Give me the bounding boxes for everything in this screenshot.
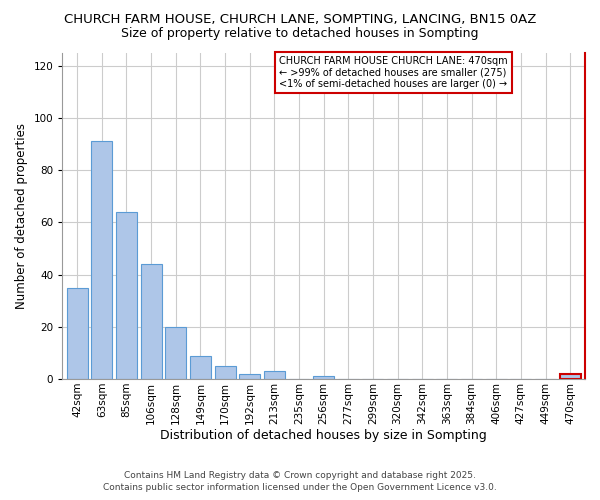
- Bar: [560, 374, 581, 379]
- Text: Size of property relative to detached houses in Sompting: Size of property relative to detached ho…: [121, 28, 479, 40]
- Bar: [190, 356, 211, 379]
- Text: CHURCH FARM HOUSE, CHURCH LANE, SOMPTING, LANCING, BN15 0AZ: CHURCH FARM HOUSE, CHURCH LANE, SOMPTING…: [64, 12, 536, 26]
- Bar: [67, 288, 88, 379]
- Bar: [140, 264, 161, 379]
- Bar: [215, 366, 236, 379]
- Y-axis label: Number of detached properties: Number of detached properties: [15, 123, 28, 309]
- Bar: [264, 371, 285, 379]
- Text: CHURCH FARM HOUSE CHURCH LANE: 470sqm
← >99% of detached houses are smaller (275: CHURCH FARM HOUSE CHURCH LANE: 470sqm ← …: [279, 56, 508, 89]
- Bar: [165, 327, 186, 379]
- Bar: [91, 142, 112, 379]
- Bar: [116, 212, 137, 379]
- Bar: [313, 376, 334, 379]
- Text: Contains HM Land Registry data © Crown copyright and database right 2025.
Contai: Contains HM Land Registry data © Crown c…: [103, 471, 497, 492]
- Bar: [239, 374, 260, 379]
- X-axis label: Distribution of detached houses by size in Sompting: Distribution of detached houses by size …: [160, 430, 487, 442]
